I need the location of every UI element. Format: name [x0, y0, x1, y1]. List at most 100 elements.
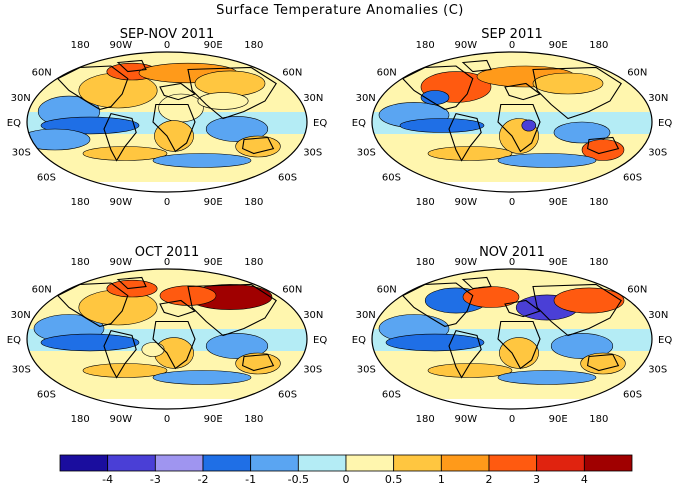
map-border: [371, 51, 653, 193]
anomaly-region: [40, 333, 140, 352]
lat-label-left: 30N: [356, 93, 376, 104]
lon-label-bottom: 90W: [109, 414, 132, 425]
lon-label-top: 90W: [109, 257, 132, 268]
anomaly-region: [194, 70, 266, 97]
coastline: [448, 112, 482, 162]
lat-label-right: EQ: [313, 118, 327, 129]
anomaly-region: [82, 146, 168, 161]
figure-title: Surface Temperature Anomalies (C): [216, 3, 464, 18]
lat-label-left: 30N: [356, 310, 376, 321]
coastline: [461, 59, 492, 73]
anomaly-region: [141, 342, 165, 357]
colorbar-swatch: [202, 454, 252, 472]
lat-label-right: EQ: [658, 118, 672, 129]
anomaly-field: [27, 52, 307, 192]
lon-label-top: 90W: [454, 40, 477, 51]
lon-label-bottom: 180: [589, 197, 608, 208]
colorbar-swatch: [59, 454, 109, 472]
lat-label-right: 60N: [282, 68, 302, 79]
map-panel: SEP-NOV 2011 180 90W 0 90E 180 180 90W 0 90E 180 60…: [7, 27, 328, 208]
colorbar-swatch: [250, 454, 299, 472]
lon-label-bottom: 90W: [454, 414, 477, 425]
colorbar-label: 3: [533, 473, 540, 485]
lat-label-left: 60N: [32, 68, 52, 79]
lon-label-bottom: 180: [71, 197, 90, 208]
panel-title: SEP-NOV 2011: [120, 27, 215, 42]
lat-label-right: 60S: [623, 173, 642, 184]
panels-container: SEP-NOV 2011 180 90W 0 90E 180 180 90W 0 90E 180 60…: [7, 27, 673, 425]
lon-label-bottom: 0: [509, 197, 515, 208]
anomaly-region: [152, 370, 252, 385]
lon-label-bottom: 0: [164, 414, 170, 425]
anomaly-region: [235, 135, 281, 158]
anomaly-region: [462, 286, 520, 308]
lat-label-left: 60N: [32, 285, 52, 296]
colorbar-swatch: [393, 454, 442, 472]
colorbar-swatch: [345, 454, 395, 472]
lon-label-top: 90W: [454, 257, 477, 268]
anomaly-region: [553, 287, 625, 314]
lon-label-bottom: 90E: [549, 414, 568, 425]
coastline: [504, 299, 542, 318]
lat-label-right: 60N: [627, 68, 647, 79]
coastline: [103, 329, 137, 379]
coastline: [152, 320, 196, 370]
panel-title: OCT 2011: [135, 245, 199, 260]
colorbar-swatch: [536, 454, 585, 472]
lon-label-bottom: 180: [416, 197, 435, 208]
lat-label-right: 60S: [278, 173, 297, 184]
coastline: [241, 136, 275, 155]
anomaly-field: [372, 52, 652, 192]
coastline: [532, 283, 622, 337]
colorbar-label: 0: [343, 473, 350, 485]
coastline: [187, 66, 277, 120]
lon-label-top: 90E: [204, 40, 223, 51]
coastline: [497, 320, 541, 370]
no-data-cap: [372, 399, 652, 409]
lon-label-bottom: 180: [244, 414, 263, 425]
colorbar-label: -1: [245, 473, 256, 485]
map-border: [26, 268, 308, 410]
coastline: [116, 276, 147, 290]
anomaly-region: [553, 121, 611, 144]
lat-label-right: 60S: [623, 390, 642, 401]
coastline: [187, 283, 277, 337]
lat-label-left: 30S: [12, 147, 31, 158]
panel-title: SEP 2011: [481, 27, 543, 42]
anomaly-region: [427, 146, 513, 161]
anomaly-field: [372, 269, 652, 409]
coastline: [241, 353, 275, 372]
coastline: [56, 282, 129, 327]
coastline: [56, 65, 129, 110]
coastline: [116, 59, 147, 73]
map-panel: SEP 2011 180 90W 0 90E 180 180 90W 0 90E 180 60N 30N…: [352, 27, 673, 208]
lon-label-top: 90E: [549, 257, 568, 268]
lon-label-top: 90E: [204, 257, 223, 268]
colorbar-label: 0.5: [385, 473, 403, 485]
coastline: [461, 276, 492, 290]
coastline: [504, 82, 542, 101]
anomaly-region: [197, 92, 249, 110]
lat-label-left: 60N: [377, 285, 397, 296]
colorbar-swatch: [297, 454, 347, 472]
lat-label-right: 30N: [303, 310, 323, 321]
lat-label-right: 60N: [282, 285, 302, 296]
lat-label-left: 30S: [12, 364, 31, 375]
coastline: [497, 103, 541, 153]
map-border: [26, 51, 308, 193]
lon-label-top: 180: [71, 40, 90, 51]
colorbar-label: 2: [486, 473, 493, 485]
lat-label-left: EQ: [7, 118, 21, 129]
lon-label-top: 180: [416, 40, 435, 51]
lon-label-bottom: 0: [164, 197, 170, 208]
lon-label-bottom: 180: [244, 197, 263, 208]
lat-label-right: 30N: [303, 93, 323, 104]
map-panel: NOV 2011 180 90W 0 90E 180 180 90W 0 90E 180 60N 30N…: [352, 245, 673, 425]
anomaly-region: [27, 128, 91, 151]
coastline: [401, 65, 474, 110]
anomaly-region: [532, 72, 604, 95]
anomaly-region: [580, 352, 626, 375]
lat-label-left: 30S: [357, 364, 376, 375]
colorbar-label: -0.5: [288, 473, 309, 485]
